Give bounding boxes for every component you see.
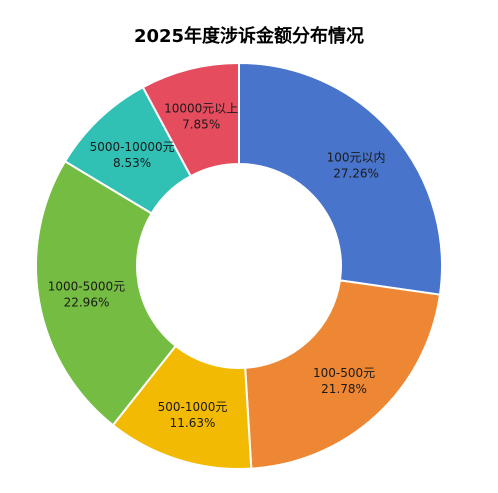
pie-slice-1 (238, 61, 443, 296)
slice-label-2: 100-500元 21.78% (313, 366, 375, 396)
slice-value-label: 22.96% (64, 296, 110, 310)
chart-title: 2025年度涉诉金额分布情况 (133, 26, 365, 47)
slice-label-1: 100元以内 27.26% (327, 150, 386, 180)
slice-category-label: 5000-10000元 (90, 140, 175, 154)
slice-label-4: 1000-5000元 22.96% (48, 280, 125, 310)
slice-value-label: 8.53% (113, 156, 151, 170)
pie-slice-4 (35, 159, 178, 427)
slice-value-label: 27.26% (333, 166, 379, 180)
slice-label-6: 10000元以上 7.85% (164, 102, 238, 132)
pie-slice-6 (141, 61, 240, 178)
slice-category-label: 100-500元 (313, 366, 375, 380)
slice-value-label: 21.78% (321, 382, 367, 396)
pie-slice-2 (244, 279, 442, 470)
slice-category-label: 500-1000元 (158, 400, 228, 414)
slice-category-label: 100元以内 (327, 150, 386, 164)
slice-label-3: 500-1000元 11.63% (158, 400, 228, 430)
slice-value-label: 11.63% (170, 416, 216, 430)
slice-category-label: 1000-5000元 (48, 280, 125, 294)
slice-value-label: 7.85% (182, 118, 220, 132)
slice-category-label: 10000元以上 (164, 102, 238, 116)
slice-label-5: 5000-10000元 8.53% (90, 140, 175, 170)
